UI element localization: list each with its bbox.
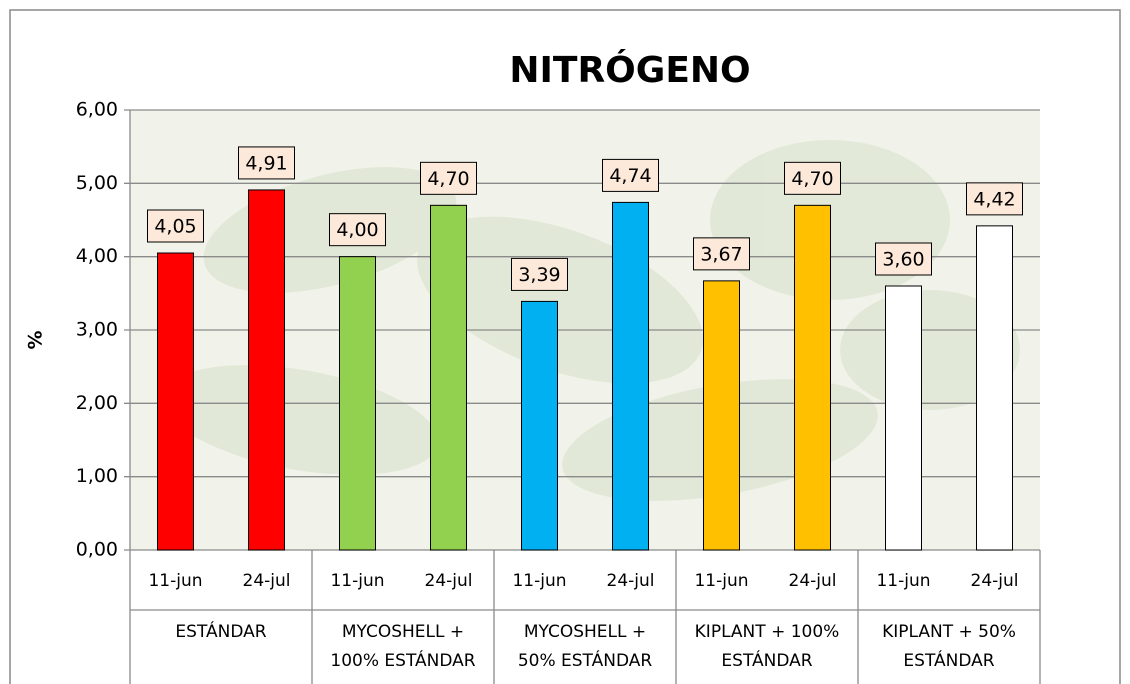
y-tick-label: 5,00 (76, 172, 118, 194)
y-tick-label: 2,00 (76, 392, 118, 414)
data-label-box (602, 158, 659, 192)
bar (976, 225, 1013, 551)
group-label: ESTÁNDAR (721, 649, 812, 671)
data-label: 4,74 (609, 165, 651, 187)
data-label: 4,05 (154, 216, 196, 238)
y-axis-label: % (25, 330, 47, 349)
bar (157, 252, 194, 551)
data-label: 4,70 (427, 168, 469, 190)
bar (885, 285, 922, 551)
data-label-box (875, 242, 932, 276)
data-label: 4,00 (336, 219, 378, 241)
data-label-box (147, 209, 204, 243)
y-tick-label: 6,00 (76, 99, 118, 121)
data-label: 4,70 (791, 168, 833, 190)
data-label-box (329, 213, 386, 247)
bar (248, 189, 285, 551)
x-tick-label: 11-jun (148, 571, 202, 591)
data-label-box (511, 257, 568, 291)
data-label-box (784, 161, 841, 195)
group-label: 50% ESTÁNDAR (518, 649, 653, 671)
bar (430, 204, 467, 551)
x-tick-label: 24-jul (789, 571, 837, 591)
group-label: KIPLANT + 100% (695, 622, 840, 642)
x-tick-label: 11-jun (694, 571, 748, 591)
data-label: 4,91 (245, 152, 287, 174)
data-label: 3,60 (882, 249, 924, 271)
data-label: 3,39 (518, 264, 560, 286)
group-label: 100% ESTÁNDAR (330, 649, 475, 671)
x-tick-label: 11-jun (876, 571, 930, 591)
bar (703, 280, 740, 551)
y-tick-label: 4,00 (76, 245, 118, 267)
bar (339, 256, 376, 551)
group-label: KIPLANT + 50% (882, 622, 1016, 642)
bar (612, 201, 649, 551)
data-label-box (693, 237, 750, 271)
data-label-box (420, 161, 477, 195)
y-tick-label: 1,00 (76, 465, 118, 487)
x-tick-label: 24-jul (607, 571, 655, 591)
data-label-box (966, 182, 1023, 216)
data-label-box (238, 146, 295, 180)
bar (521, 300, 558, 551)
data-label: 3,67 (700, 243, 742, 265)
group-label: ESTÁNDAR (175, 620, 266, 642)
bar (794, 204, 831, 551)
x-tick-label: 24-jul (243, 571, 291, 591)
chart-title: NITRÓGENO (509, 49, 750, 91)
y-tick-label: 3,00 (76, 319, 118, 341)
x-tick-label: 24-jul (425, 571, 473, 591)
x-tick-label: 24-jul (971, 571, 1019, 591)
group-label: MYCOSHELL + (342, 622, 464, 642)
x-tick-label: 11-jun (512, 571, 566, 591)
x-tick-label: 11-jun (330, 571, 384, 591)
group-label: ESTÁNDAR (903, 649, 994, 671)
group-label: MYCOSHELL + (524, 622, 646, 642)
data-label: 4,42 (973, 188, 1015, 210)
y-tick-label: 0,00 (76, 539, 118, 561)
